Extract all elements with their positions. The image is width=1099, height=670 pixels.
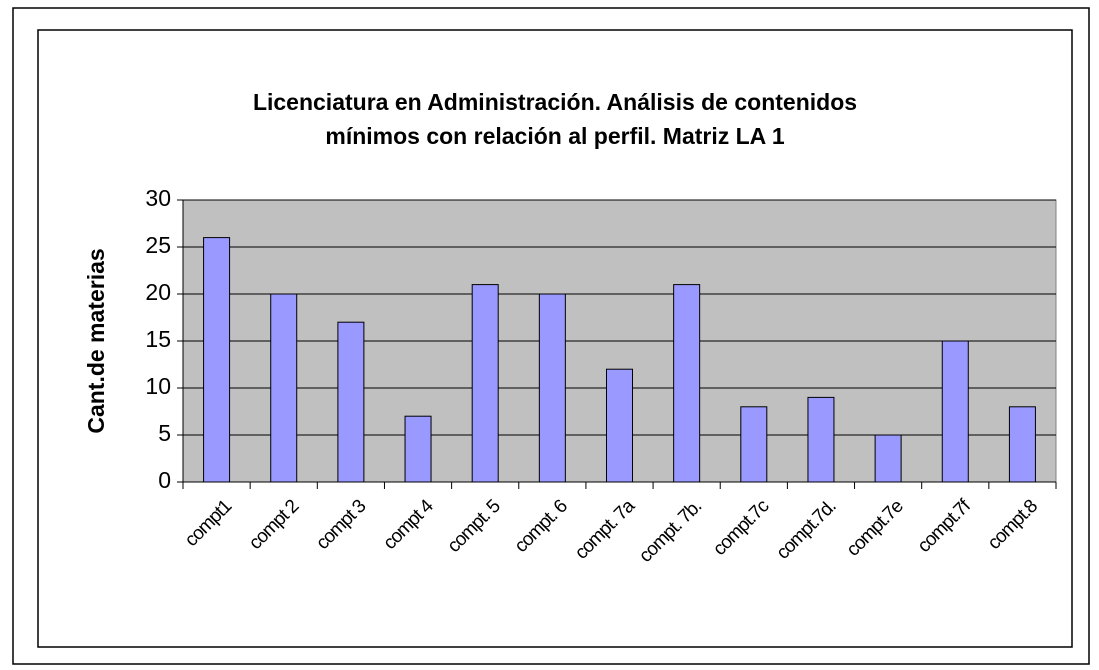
y-tick-label: 10 [145, 373, 171, 399]
y-tick-label: 5 [158, 420, 171, 446]
bar [471, 284, 499, 483]
bar [203, 237, 231, 483]
bar [270, 293, 298, 483]
y-tick-label: 15 [145, 326, 171, 352]
y-tick-label: 30 [145, 185, 171, 211]
bar [337, 321, 365, 483]
bar [673, 284, 701, 483]
y-tick-label: 20 [145, 279, 171, 305]
y-tick-label: 25 [145, 232, 171, 258]
bar [740, 406, 768, 483]
y-tick-label: 0 [158, 467, 171, 493]
bar [606, 368, 633, 483]
chart-title: mínimos con relación al perfil. Matriz L… [325, 123, 784, 149]
bar [874, 434, 902, 483]
bar [404, 415, 432, 483]
bar [538, 293, 566, 483]
bar [941, 340, 969, 483]
y-axis-label: Cant.de materias [83, 248, 109, 433]
chart-title: Licenciatura en Administración. Análisis… [253, 89, 857, 115]
outer-frame [12, 7, 1090, 665]
bar [1008, 406, 1036, 483]
bar [807, 396, 835, 483]
